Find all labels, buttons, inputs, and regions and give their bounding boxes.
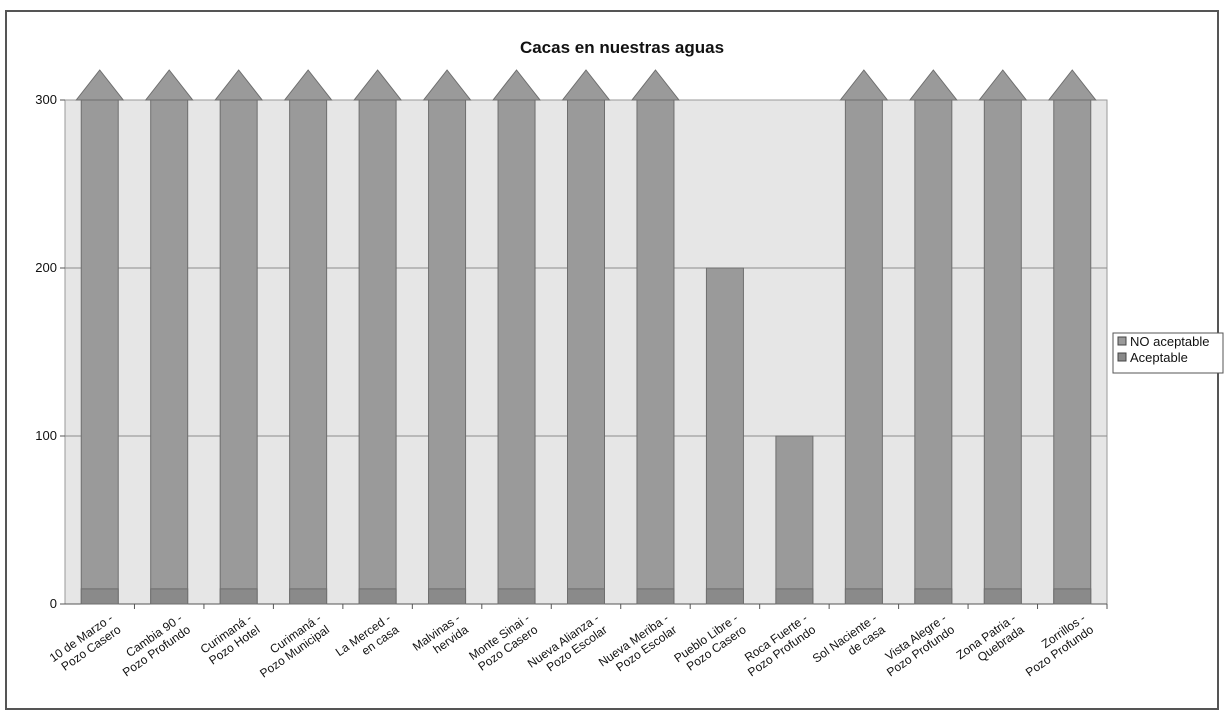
overflow-arrow xyxy=(561,69,611,101)
bar-no-aceptable xyxy=(775,435,814,605)
bar-aceptable xyxy=(1053,588,1092,605)
x-tick-label: Nueva Meriba -Pozo Escolar xyxy=(596,611,679,681)
x-tick-label: Zona Patria -Quebrada xyxy=(954,611,1027,674)
bar-aceptable xyxy=(567,588,605,605)
bar-aceptable xyxy=(983,588,1022,605)
legend-swatch xyxy=(1117,336,1127,346)
overflow-arrow xyxy=(908,69,958,101)
bar-aceptable xyxy=(150,588,189,605)
legend-label: NO aceptable xyxy=(1130,334,1210,349)
x-tick-label: Roca Fuerte -Pozo Profundo xyxy=(737,611,818,680)
x-tick-label: 10 de Marzo -Pozo Casero xyxy=(47,611,124,677)
bar-aceptable xyxy=(844,588,883,605)
bar-aceptable xyxy=(358,588,397,605)
x-tick-label: Nueva Alianza -Pozo Escolar xyxy=(525,611,610,682)
plot-area: 0 100 200 300 10 de Marzo -Pozo Casero Cambia… xyxy=(35,69,1108,682)
bar-no-aceptable xyxy=(289,99,328,605)
bar-no-aceptable xyxy=(150,99,189,605)
x-tick-label: Vista Alegre -Pozo Profundo xyxy=(876,611,957,680)
bar-no-aceptable xyxy=(358,99,397,605)
overflow-arrow xyxy=(75,69,125,101)
overflow-arrow xyxy=(214,69,264,101)
overflow-arrow xyxy=(492,69,542,101)
bar-no-aceptable xyxy=(914,99,953,605)
bar-no-aceptable xyxy=(636,99,675,605)
overflow-arrow xyxy=(144,69,194,101)
y-tick-label: 100 xyxy=(35,428,57,443)
bar-no-aceptable xyxy=(1053,99,1092,605)
y-tick-label: 200 xyxy=(35,260,57,275)
legend-label: Aceptable xyxy=(1130,350,1188,365)
bar-no-aceptable xyxy=(844,99,883,605)
bar-no-aceptable xyxy=(428,99,467,605)
bar-aceptable xyxy=(80,588,119,605)
bar-aceptable xyxy=(497,588,536,605)
legend-box xyxy=(1112,332,1224,374)
bar-no-aceptable xyxy=(219,99,258,605)
bar-aceptable xyxy=(219,588,258,605)
x-tick-label: Curimaná -Pozo Municipal xyxy=(249,611,332,681)
bar-aceptable xyxy=(428,588,467,605)
y-tick-label: 0 xyxy=(50,596,57,611)
bar-no-aceptable xyxy=(497,99,536,605)
bar-no-aceptable xyxy=(567,99,605,605)
overflow-arrow xyxy=(1047,69,1097,101)
x-tick-label: Curimaná -Pozo Hotel xyxy=(198,611,263,668)
overflow-arrow xyxy=(839,69,889,101)
overflow-arrow xyxy=(978,69,1028,101)
bar-aceptable xyxy=(775,588,814,605)
x-tick-label: Sol Naciente -de casa xyxy=(810,611,888,677)
overflow-arrow xyxy=(630,69,680,101)
legend-swatch xyxy=(1117,352,1127,362)
x-tick-label: Malvinas -hervida xyxy=(410,611,471,665)
x-tick-label: Cambia 90 -Pozo Profundo xyxy=(112,611,193,680)
overflow-arrow xyxy=(283,69,333,101)
y-tick-label: 300 xyxy=(35,92,57,107)
bar-no-aceptable xyxy=(80,99,119,605)
bar-aceptable xyxy=(914,588,953,605)
x-tick-label: La Merced -en casa xyxy=(333,611,402,671)
bar-no-aceptable xyxy=(705,267,744,605)
chart-title: Cacas en nuestras aguas xyxy=(520,38,724,57)
bar-aceptable xyxy=(289,588,328,605)
overflow-arrow xyxy=(353,69,403,101)
x-tick-label: Pueblo Libre -Pozo Casero xyxy=(671,611,749,677)
overflow-arrow xyxy=(422,69,472,101)
bar-no-aceptable xyxy=(983,99,1022,605)
bar-aceptable xyxy=(705,588,744,605)
x-tick-label: Zorrillos -Pozo Profundo xyxy=(1015,611,1096,680)
bar-aceptable xyxy=(636,588,675,605)
